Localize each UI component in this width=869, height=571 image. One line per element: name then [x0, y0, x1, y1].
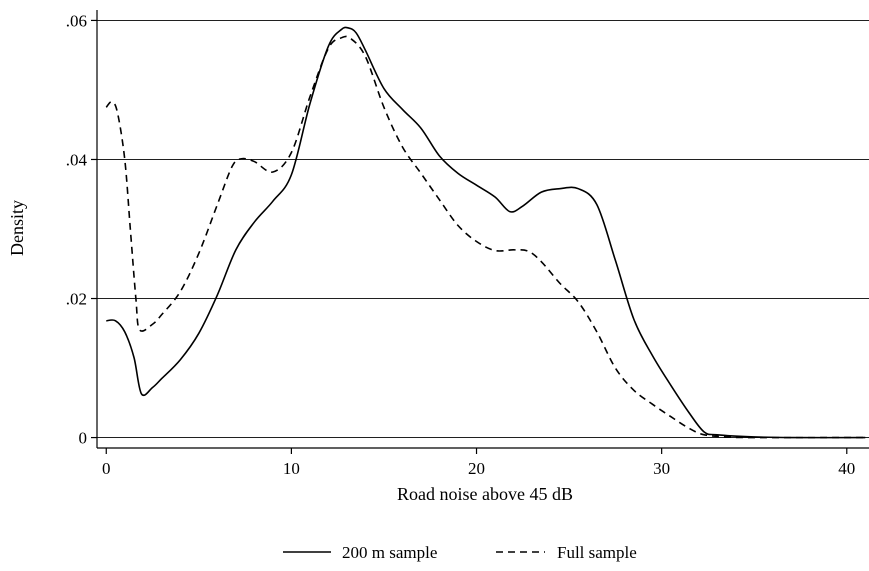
gridlines	[97, 19, 869, 439]
x-tick-label-1: 10	[283, 459, 300, 478]
x-tick-label-3: 30	[653, 459, 670, 478]
ticks: 0 .02 .04 .06 0 10 20 30 40	[66, 11, 856, 478]
x-tick-label-4: 40	[838, 459, 855, 478]
legend-label-full: Full sample	[557, 543, 637, 562]
y-tick-label-0: 0	[79, 429, 88, 448]
axes	[96, 10, 869, 449]
series-line-full-sample	[105, 35, 866, 439]
series-line-200m-sample	[106, 26, 866, 439]
x-tick-label-0: 0	[102, 459, 111, 478]
y-tick-label-2: .04	[66, 150, 88, 169]
x-axis-title: Road noise above 45 dB	[397, 484, 573, 504]
legend: 200 m sample Full sample	[283, 543, 637, 562]
y-tick-label-1: .02	[66, 290, 87, 309]
x-tick-label-2: 20	[468, 459, 485, 478]
legend-label-200m: 200 m sample	[342, 543, 437, 562]
y-axis-title: Density	[7, 200, 27, 256]
series-lines	[105, 26, 866, 439]
y-tick-label-3: .06	[66, 11, 87, 30]
